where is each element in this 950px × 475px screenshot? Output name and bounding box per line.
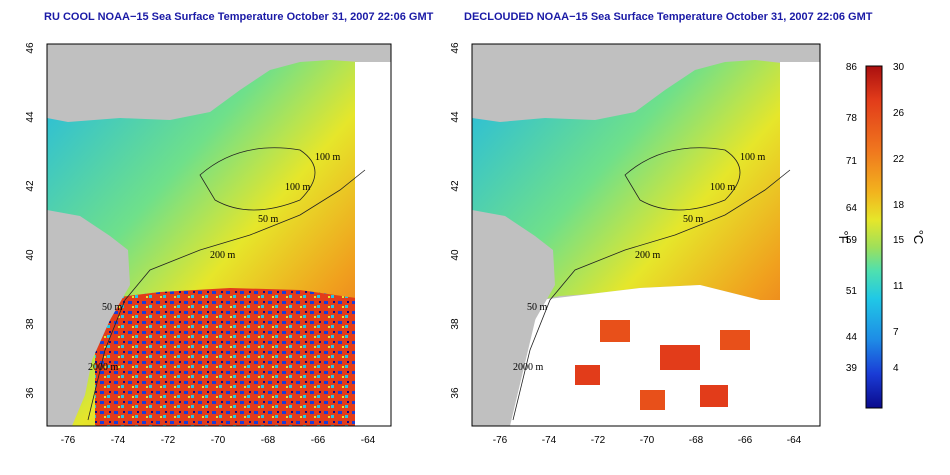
fahrenheit-tick: 71 [846,156,858,167]
celsius-tick: 4 [893,363,899,374]
temperature-colorbar: 86 78 71 64 59 51 44 39 30 26 22 18 15 1… [836,62,926,409]
left-y-tick: 38 [25,318,36,330]
left-panel-title: RU COOL NOAA−15 Sea Surface Temperature … [44,11,434,23]
left-y-tick: 40 [25,249,36,261]
left-contour-label-100m-b: 100 m [285,182,311,193]
left-x-tick: -74 [111,435,126,446]
left-coastline-land [47,210,130,426]
right-contour-label-200m: 200 m [635,250,661,261]
warm-patch [575,365,600,385]
right-contour-label-50m-b: 50 m [527,302,548,313]
right-contour-label-50m-a: 50 m [683,214,704,225]
right-map-panel: 100 m 100 m 50 m 200 m 50 m 2000 m -76 -… [450,42,821,446]
right-y-tick: 44 [450,111,461,123]
right-gulf-contour [624,147,741,211]
left-y-tick: 42 [25,180,36,192]
left-contour-label-100m-a: 100 m [315,152,341,163]
right-x-tick: -66 [738,435,753,446]
colorbar-gradient [865,65,883,409]
celsius-tick: 30 [893,62,905,73]
right-contour-label-100m-b: 100 m [710,182,736,193]
left-x-tick-labels: -76 -74 -72 -70 -68 -66 -64 [61,435,376,446]
fahrenheit-tick: 39 [846,363,858,374]
right-x-tick: -64 [787,435,802,446]
right-x-tick-labels: -76 -74 -72 -70 -68 -66 -64 [493,435,802,446]
colorbar-celsius-ticks: 30 26 22 18 15 11 7 4 [893,62,905,374]
right-y-tick: 46 [450,42,461,54]
left-map-panel: 100 m 100 m 50 m 200 m 50 m 2000 m -76 -… [25,42,392,446]
left-y-tick: 46 [25,42,36,54]
colorbar-fahrenheit-ticks: 86 78 71 64 59 51 44 39 [846,62,858,374]
right-coastline-land [472,210,555,426]
right-shelf-contour [512,169,791,421]
celsius-tick: 7 [893,327,899,338]
warm-patch [720,330,750,350]
right-panel-title: DECLOUDED NOAA−15 Sea Surface Temperatur… [464,11,873,23]
right-contour-label-100m-a: 100 m [740,152,766,163]
left-x-tick: -70 [211,435,226,446]
celsius-tick: 15 [893,235,905,246]
right-x-tick: -76 [493,435,508,446]
left-y-tick: 36 [25,387,36,399]
fahrenheit-tick: 44 [846,332,858,343]
left-x-tick: -66 [311,435,326,446]
right-x-tick: -74 [542,435,557,446]
warm-patch [600,320,630,342]
right-y-tick: 38 [450,318,461,330]
right-ocean-surface [472,60,795,426]
fahrenheit-unit-label: °F [836,230,851,243]
left-x-tick: -64 [361,435,376,446]
left-map-frame [46,43,392,427]
left-shelf-contour [87,169,366,421]
left-contour-label-50m-b: 50 m [102,302,123,313]
celsius-tick: 18 [893,200,905,211]
left-contour-label-50m-a: 50 m [258,214,279,225]
left-contour-label-200m: 200 m [210,250,236,261]
warm-patch [640,390,665,410]
right-x-tick: -68 [689,435,704,446]
right-y-tick: 40 [450,249,461,261]
right-x-tick: -70 [640,435,655,446]
left-gulf-contour [199,147,316,211]
left-y-tick: 44 [25,111,36,123]
right-contour-label-2000m: 2000 m [513,362,544,373]
left-offshore-white [355,62,391,426]
left-cloud-speckle-region [95,288,370,426]
right-offshore-white [780,62,820,426]
warm-patch [660,345,700,370]
right-warm-patches [575,320,750,410]
left-y-tick-labels: 46 44 42 40 38 36 [25,42,36,399]
warm-patch [700,385,728,407]
left-x-tick: -68 [261,435,276,446]
right-x-tick: -72 [591,435,606,446]
left-x-tick: -72 [161,435,176,446]
celsius-tick: 26 [893,108,905,119]
celsius-unit-label: °C [911,230,926,245]
left-x-tick: -76 [61,435,76,446]
right-y-tick-labels: 46 44 42 40 38 36 [450,42,461,399]
celsius-tick: 22 [893,154,905,165]
right-map-frame [471,43,821,427]
fahrenheit-tick: 59 [846,235,858,246]
fahrenheit-tick: 64 [846,203,858,214]
fahrenheit-tick: 86 [846,62,858,73]
fahrenheit-tick: 78 [846,113,858,124]
right-y-tick: 42 [450,180,461,192]
fahrenheit-tick: 51 [846,286,858,297]
right-y-tick: 36 [450,387,461,399]
left-contour-label-2000m: 2000 m [88,362,119,373]
celsius-tick: 11 [893,281,904,292]
